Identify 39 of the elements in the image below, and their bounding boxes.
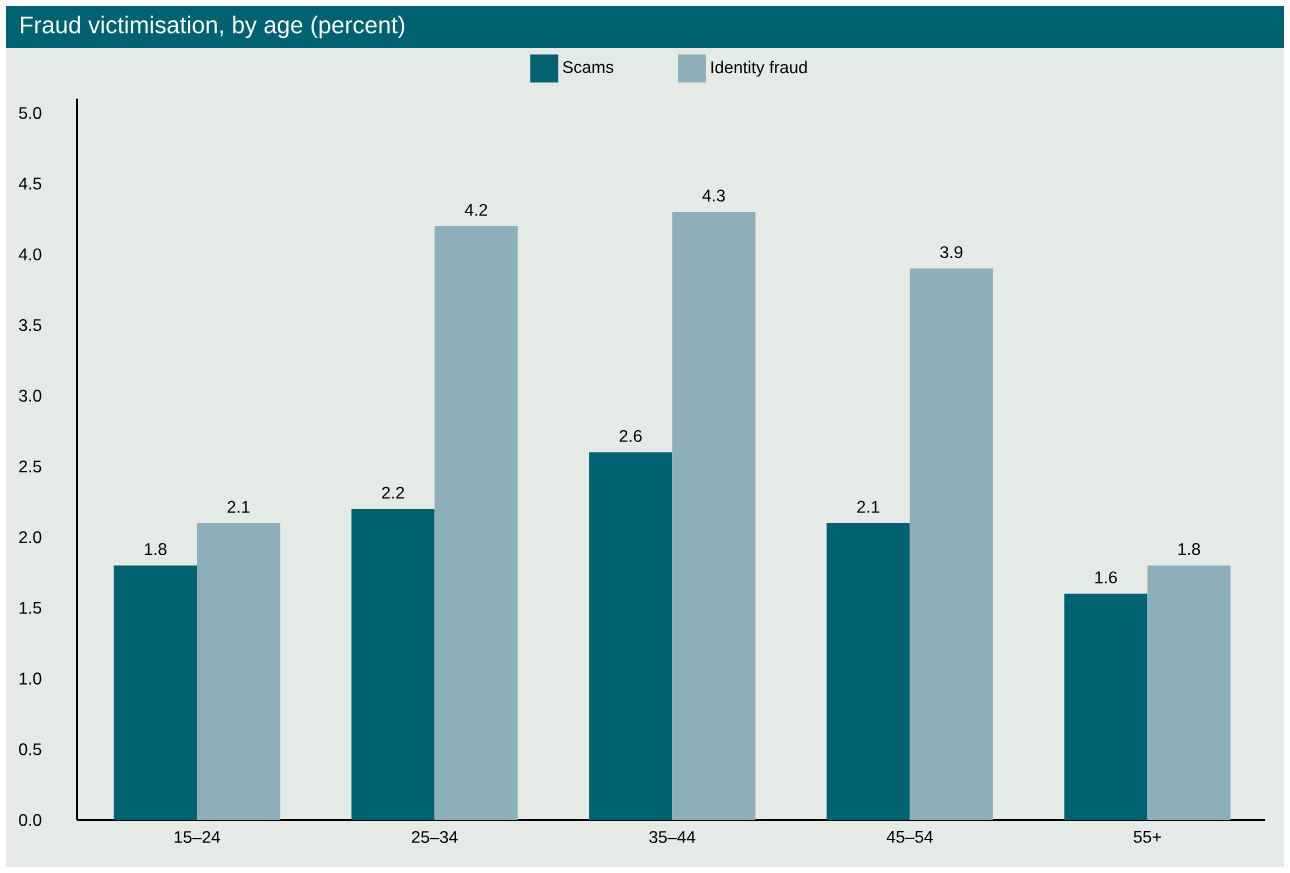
y-tick-label: 3.5: [19, 319, 42, 332]
legend-label: Scams: [562, 61, 614, 74]
legend-label: Identity fraud: [711, 60, 807, 77]
data-label: 1.8: [144, 543, 167, 556]
bar: [1064, 593, 1148, 820]
y-tick-label: 3.0: [19, 389, 42, 402]
data-label: 1.6: [1095, 571, 1117, 584]
bar: [672, 211, 756, 820]
data-label: 3.9: [940, 246, 963, 259]
x-tick-label: 15–24: [174, 831, 221, 844]
y-tick-label: 2.5: [19, 460, 42, 473]
y-tick-label: 5.0: [19, 107, 42, 119]
y-tick-label: 1.0: [19, 672, 42, 685]
bar: [826, 523, 910, 820]
x-tick-label: 35–44: [649, 831, 696, 844]
data-label: 2.6: [619, 429, 642, 442]
chart-title: Fraud victimisation, by age (percent): [21, 15, 405, 39]
x-tick-label: 25–34: [411, 831, 458, 844]
bar: [197, 523, 281, 820]
bar: [351, 508, 435, 820]
y-tick-label: 0.5: [19, 743, 42, 756]
x-tick-label: 55+: [1133, 831, 1161, 843]
data-label: 2.1: [227, 500, 250, 513]
data-label: 2.1: [857, 500, 880, 513]
y-tick-label: 1.5: [19, 601, 42, 614]
data-label: 4.2: [464, 203, 488, 216]
bar: [1147, 565, 1231, 820]
x-tick-label: 45–54: [886, 831, 933, 843]
bar: [113, 565, 197, 820]
bar: [589, 452, 673, 820]
bar: [909, 268, 993, 820]
bar: [434, 226, 518, 820]
y-tick-label: 4.0: [18, 248, 42, 261]
y-tick-label: 4.5: [18, 177, 42, 190]
y-tick-label: 0.0: [19, 814, 42, 826]
data-label: 4.3: [702, 189, 725, 202]
data-label: 2.2: [382, 486, 404, 499]
y-tick-label: 2.0: [19, 531, 42, 544]
data-label: 1.8: [1178, 543, 1201, 556]
